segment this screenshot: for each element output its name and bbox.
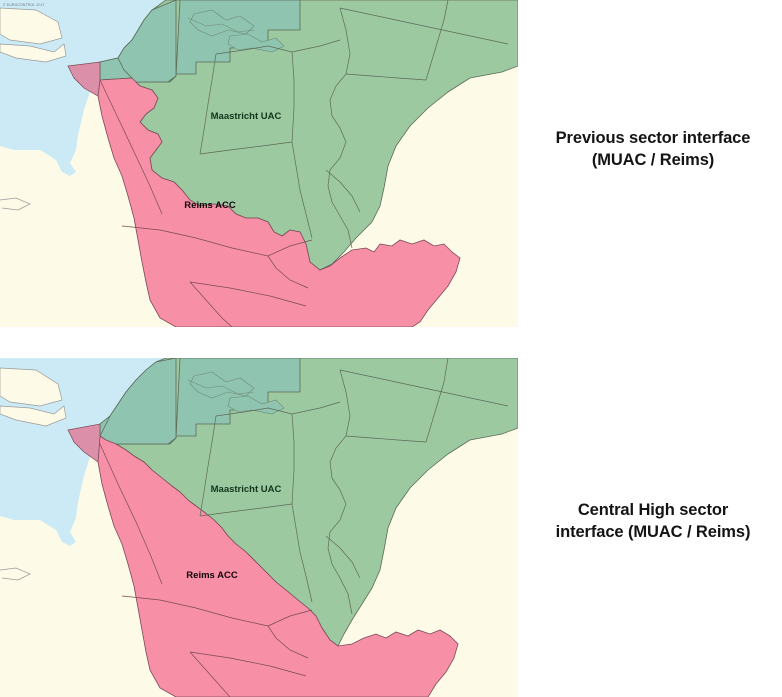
coastline-detail-3 (0, 567, 31, 581)
reims-internal-boundary-4 (267, 625, 309, 659)
map-label-reims: Reims ACC (186, 570, 238, 581)
map-previous-svg: Maastricht UAC Reims ACC (0, 0, 518, 327)
maastricht-internal-boundary-10 (215, 407, 293, 417)
maastricht-internal-boundary-1 (199, 415, 217, 517)
caption-central-high-sector-interface: Central High sector interface (MUAC / Re… (528, 500, 778, 544)
reims-sea-overlap (67, 61, 101, 97)
maastricht-internal-boundary-9 (291, 401, 341, 415)
maastricht-internal-boundary-8 (339, 369, 509, 407)
coastline-detail (0, 7, 63, 45)
reims-internal-boundary-1 (99, 79, 163, 215)
maastricht-internal-boundary-2 (199, 141, 293, 155)
maastricht-internal-boundary-11 (325, 169, 361, 213)
map-panel-previous: Maastricht UAC Reims ACC © EUROCONTROL 2… (0, 0, 518, 327)
maastricht-internal-boundary-4 (291, 141, 313, 239)
maastricht-internal-boundary-7 (425, 358, 449, 443)
caption-central-line-2: interface (MUAC / Reims) (555, 522, 751, 541)
maastricht-sea-overlap (99, 358, 301, 445)
maastricht-internal-boundary-3 (291, 51, 295, 143)
map-panel-central: Maastricht UAC Reims ACC © EUROCONTROL 2… (0, 358, 518, 697)
map-central-svg: Maastricht UAC Reims ACC (0, 358, 518, 697)
maastricht-internal-boundary-7 (425, 0, 449, 81)
caption-previous-sector-interface: Previous sector interface (MUAC / Reims) (528, 128, 778, 172)
maastricht-internal-boundary-2 (199, 503, 293, 517)
coastline-detail-2 (0, 43, 67, 63)
maastricht-internal-boundary-8 (339, 7, 509, 45)
maastricht-internal-boundary-9 (291, 39, 341, 53)
maastricht-internal-boundary-4 (291, 503, 313, 603)
reims-internal-boundary-3 (267, 609, 313, 627)
maastricht-internal-boundary-6 (345, 435, 427, 443)
reims-internal-boundary-6 (189, 651, 307, 677)
maastricht-internal-boundary-6 (345, 73, 427, 81)
coastline-detail-2 (0, 405, 67, 427)
waterway-detail-2 (227, 33, 285, 53)
reims-internal-boundary-2 (121, 595, 269, 627)
caption-previous-line-1: Previous sector interface (555, 129, 751, 147)
coastline-detail (0, 367, 63, 407)
maastricht-internal-boundary-5 (327, 369, 353, 615)
reims-sea-overlap (67, 423, 101, 463)
reims-internal-boundary-5 (189, 651, 231, 697)
reims-internal-boundary-3 (267, 239, 313, 257)
maastricht-internal-boundary-5 (327, 7, 353, 249)
waterway-detail-3 (187, 379, 255, 395)
reims-internal-boundary-5 (189, 281, 233, 327)
reims-internal-boundary-4 (267, 255, 309, 289)
reims-internal-boundary-6 (189, 281, 307, 307)
map-attribution-previous: © EUROCONTROL 2017 (3, 3, 45, 7)
waterway-detail-3 (187, 17, 255, 33)
maastricht-internal-boundary-10 (215, 45, 293, 55)
map-label-reims: Reims ACC (184, 200, 236, 211)
map-label-maastricht: Maastricht UAC (211, 111, 282, 122)
map-label-maastricht: Maastricht UAC (211, 484, 282, 495)
coastline-detail-3 (0, 197, 31, 211)
reims-acc-area (97, 435, 459, 697)
caption-previous-line-2: (MUAC / Reims) (591, 150, 715, 169)
maastricht-internal-boundary-11 (325, 535, 361, 579)
maastricht-sea-overlap (99, 0, 301, 83)
maastricht-internal-boundary-3 (291, 413, 295, 505)
maastricht-internal-boundary-1 (199, 53, 217, 155)
reims-internal-boundary-2 (121, 225, 269, 257)
caption-central-line-1: Central High sector (577, 501, 729, 519)
waterway-detail-2 (227, 395, 285, 415)
reims-internal-boundary-1 (99, 443, 163, 585)
reims-acc-area (97, 77, 461, 327)
